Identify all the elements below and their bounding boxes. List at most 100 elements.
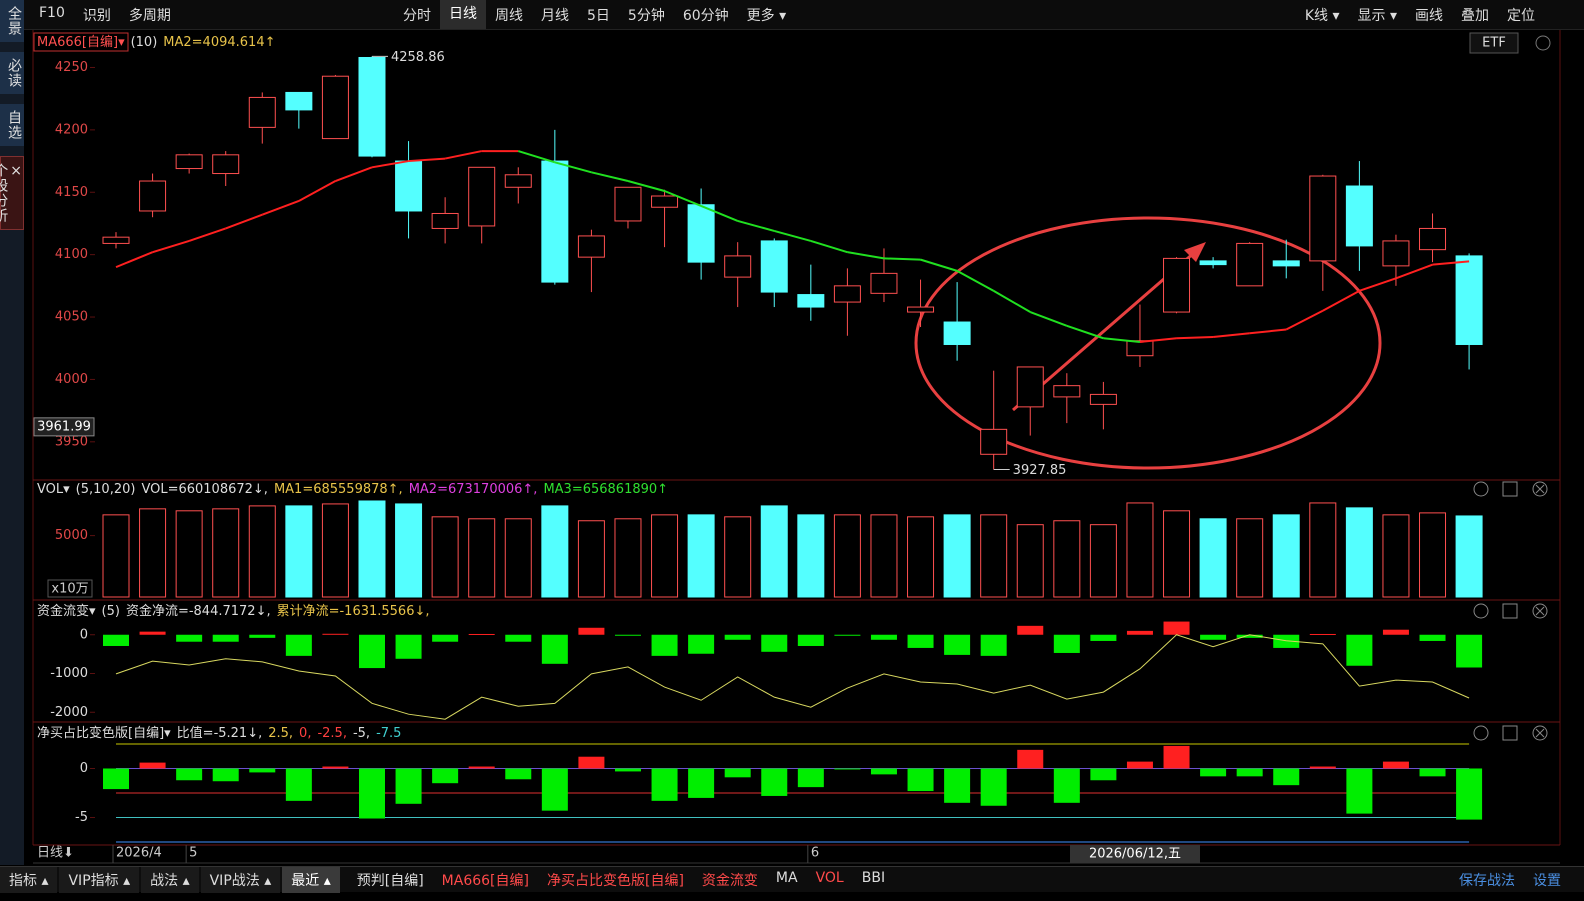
volume-bar <box>1016 524 1044 598</box>
ma-line <box>225 213 263 230</box>
toolbar-item[interactable]: 定位 <box>1507 7 1535 24</box>
toolbar-item[interactable]: 多周期 <box>128 7 171 24</box>
x-tick-label: 6 <box>811 846 819 861</box>
period-tab[interactable]: 月线 <box>541 7 569 24</box>
ma-line <box>700 205 739 222</box>
flow-bar <box>103 634 129 646</box>
header-segment: 比值=-5.21↓, <box>177 725 263 741</box>
bottom-item[interactable]: BBI <box>861 869 886 886</box>
ratio-bar <box>944 768 971 803</box>
period-tab[interactable]: 5日 <box>587 7 610 24</box>
candle-body <box>614 186 642 222</box>
candle-body <box>504 174 532 188</box>
panel-header: 资金流变▾ (5) 资金净流=-844.7172↓, 累计净流=-1631.5566↓… <box>37 603 430 619</box>
flow-bar <box>907 634 934 648</box>
toolbar-item[interactable]: 叠加 <box>1461 7 1489 24</box>
etf-label[interactable]: ETF <box>1482 36 1506 51</box>
candle-body <box>907 306 935 313</box>
header-segment: (5) <box>102 604 120 619</box>
candle-body <box>724 255 752 278</box>
flow-bar <box>797 634 824 646</box>
volume-bar <box>285 505 313 598</box>
candle-body <box>870 272 898 294</box>
header-segment: -5, <box>353 726 370 741</box>
volume-bar <box>1455 515 1483 598</box>
ratio-bar <box>395 768 422 804</box>
ma-line <box>298 180 336 202</box>
candle-body <box>1199 260 1227 266</box>
bottom-right: 保存战法 设置 <box>1450 867 1570 892</box>
bottom-item[interactable]: MA666[自编] <box>441 872 529 889</box>
toolbar-item[interactable]: 显示 ▾ <box>1357 7 1397 24</box>
ratio-bar <box>761 768 788 796</box>
etf-button[interactable] <box>1469 32 1519 54</box>
bottom-item[interactable]: 资金流变 <box>701 872 758 889</box>
ma-line <box>1139 337 1177 343</box>
sidebar-label[interactable]: 个股分析 <box>0 163 9 223</box>
chart-area: ETF 日线⬇ MA666[自编]▾ (10) MA2=4094.614↑ 3950 4… <box>32 30 1561 864</box>
flow-bar <box>505 634 532 642</box>
header-segment: 净买占比变色版[自编]▾ <box>37 725 171 741</box>
flow-bar <box>468 633 495 635</box>
flow-bar <box>1053 634 1080 653</box>
flow-bar <box>322 633 349 635</box>
sidebar-item[interactable]: 全景 <box>0 0 24 42</box>
period-tab[interactable]: 60分钟 <box>682 7 729 24</box>
candle-body <box>577 235 605 258</box>
bottom-right-item[interactable]: 设置 <box>1533 872 1561 889</box>
ma-line <box>1103 337 1141 343</box>
ratio-bar <box>468 766 495 769</box>
candle-body <box>285 91 313 111</box>
toolbar-item[interactable]: 画线 <box>1415 7 1443 24</box>
sidebar: 全景必读自选 × 个股分析 <box>0 0 24 865</box>
candle-body <box>212 154 240 175</box>
ma-line <box>920 258 958 272</box>
period-tab[interactable]: 周线 <box>495 7 523 24</box>
header-segment: MA3=656861890↑ <box>543 482 668 497</box>
toolbar-item[interactable]: 识别 <box>82 7 111 24</box>
unit-label: x10万 <box>51 582 88 597</box>
crosshair-date: 2026/06/12,五 <box>1089 847 1181 862</box>
bottom-menu[interactable]: VIP战法 ▴ <box>200 866 281 893</box>
period-tab[interactable]: 日线 <box>440 0 486 29</box>
candle-body <box>797 294 825 308</box>
sidebar-label[interactable]: 自选 <box>6 110 22 140</box>
volume-bar <box>943 514 971 598</box>
bottom-right-item[interactable]: 保存战法 <box>1459 872 1515 889</box>
ratio-bar <box>651 768 678 801</box>
sidebar-item[interactable]: 自选 <box>0 104 24 146</box>
sidebar-label[interactable]: 全景 <box>6 6 22 36</box>
bottom-menu[interactable]: 最近 ▴ <box>282 866 340 893</box>
volume-bar <box>1309 502 1337 598</box>
ratio-bar <box>432 768 459 784</box>
bottom-item[interactable]: MA <box>775 869 798 886</box>
toolbar-item[interactable]: F10 <box>39 4 65 21</box>
volume-bar <box>833 514 861 598</box>
period-tab[interactable]: 5分钟 <box>627 7 665 24</box>
bottom-menu[interactable]: 战法 ▴ <box>141 866 199 893</box>
ratio-bar <box>1273 768 1300 786</box>
sidebar-close[interactable]: × <box>10 163 23 179</box>
bottom-item[interactable]: 预判[自编] <box>356 872 424 889</box>
sidebar-label[interactable]: 必读 <box>6 58 22 88</box>
sidebar-item[interactable]: 必读 <box>0 52 24 94</box>
period-tabs: 分时 日线 周线 月线 5日 5分钟 60分钟 更多 ▾ <box>394 0 795 29</box>
ratio-bar <box>578 756 605 769</box>
period-tab[interactable]: 更多 ▾ <box>746 7 787 24</box>
flow-bar <box>1126 630 1153 635</box>
toolbar-item[interactable]: K线 ▾ <box>1304 7 1340 24</box>
period-label[interactable]: 日线⬇ <box>37 846 74 861</box>
bottom-item[interactable]: 净买占比变色版[自编] <box>546 872 684 889</box>
bottom-item[interactable]: VOL <box>815 869 844 886</box>
period-tab[interactable]: 分时 <box>403 7 431 24</box>
volume-bar <box>1382 514 1410 598</box>
ma-line <box>554 161 592 174</box>
bottom-menu[interactable]: VIP指标 ▴ <box>59 866 140 893</box>
flow-bar <box>980 634 1007 656</box>
sidebar-item[interactable]: × 个股分析 <box>0 156 24 230</box>
ma-line <box>773 229 812 242</box>
trend-arrow-head <box>1184 242 1206 262</box>
candle-body <box>760 240 788 293</box>
bottom-menu[interactable]: 指标 ▴ <box>0 866 58 893</box>
help-icon[interactable] <box>1535 35 1551 51</box>
